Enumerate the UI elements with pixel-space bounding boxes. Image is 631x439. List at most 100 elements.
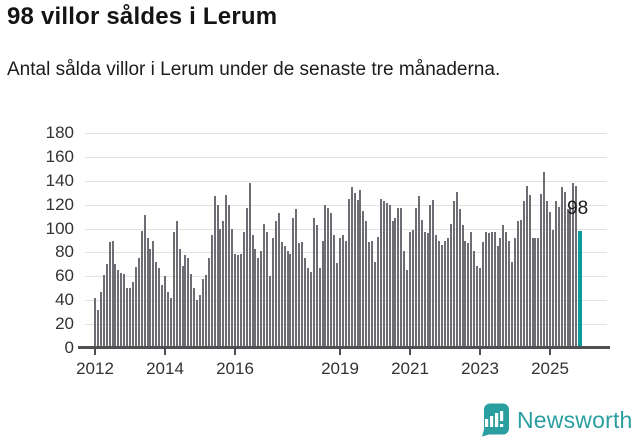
bar xyxy=(181,265,184,348)
bar xyxy=(248,183,251,348)
gridline xyxy=(85,180,607,182)
bar xyxy=(105,264,108,348)
bar xyxy=(356,199,359,348)
bar xyxy=(295,209,298,348)
x-tick-label: 2016 xyxy=(216,359,254,378)
bar xyxy=(140,230,143,348)
bar xyxy=(374,262,376,348)
bar xyxy=(204,275,207,348)
bar xyxy=(467,242,470,348)
gridline xyxy=(85,228,607,230)
bar xyxy=(452,201,455,348)
bar xyxy=(111,240,114,348)
bar xyxy=(164,276,166,348)
bar xyxy=(400,208,403,348)
bar xyxy=(461,224,464,348)
bar xyxy=(190,273,193,348)
bar xyxy=(496,246,499,348)
bar xyxy=(441,245,444,348)
gridline xyxy=(85,156,607,158)
bar xyxy=(196,300,199,348)
bar xyxy=(289,253,292,348)
x-tick xyxy=(234,349,236,355)
bar xyxy=(96,309,99,348)
bar xyxy=(301,241,304,348)
bar xyxy=(108,241,111,348)
bar xyxy=(362,210,365,348)
bar xyxy=(499,238,502,348)
bar xyxy=(341,234,344,348)
bar xyxy=(446,238,449,348)
bar xyxy=(184,254,187,348)
bar xyxy=(234,253,236,348)
y-tick-label: 120 xyxy=(45,194,74,214)
bar xyxy=(266,232,269,348)
bar xyxy=(514,238,516,348)
bar xyxy=(572,183,575,348)
bar xyxy=(213,196,216,348)
bar xyxy=(169,297,172,348)
bar xyxy=(312,217,315,348)
bar xyxy=(155,262,158,348)
bar xyxy=(271,238,274,348)
bar xyxy=(397,208,400,348)
bar xyxy=(540,193,543,348)
bar xyxy=(102,275,105,348)
bar xyxy=(388,204,391,348)
y-tick-label: 180 xyxy=(45,123,74,142)
bar xyxy=(245,208,248,348)
x-tick xyxy=(479,349,481,355)
bar xyxy=(516,221,519,348)
bar xyxy=(321,240,324,348)
bar xyxy=(131,282,134,348)
bar xyxy=(537,238,540,348)
bar xyxy=(207,258,210,348)
bar xyxy=(94,297,96,348)
bar xyxy=(359,190,362,348)
bar xyxy=(193,288,196,348)
x-tick xyxy=(409,349,411,355)
bar xyxy=(438,240,441,348)
bar xyxy=(554,201,557,348)
bar xyxy=(152,240,155,348)
y-tick-label: 60 xyxy=(55,266,74,286)
bar xyxy=(473,251,476,348)
newsworthy-logo-icon xyxy=(482,403,509,437)
y-tick-label: 80 xyxy=(55,242,74,262)
bar xyxy=(315,224,318,348)
bar xyxy=(257,258,260,348)
bar xyxy=(304,258,306,348)
bar-highlighted xyxy=(578,230,583,348)
bar xyxy=(120,272,123,348)
bar xyxy=(231,228,234,348)
bar xyxy=(344,240,347,348)
bar xyxy=(429,204,432,348)
bar xyxy=(522,201,525,348)
bar xyxy=(549,211,551,348)
bar xyxy=(508,240,511,348)
gridline xyxy=(85,133,607,134)
bar xyxy=(476,265,479,348)
bar xyxy=(327,208,330,348)
bar xyxy=(324,204,327,348)
last-value-annotation: 98 xyxy=(567,198,589,219)
bar xyxy=(420,220,423,348)
bar xyxy=(385,203,388,348)
bar xyxy=(137,258,140,348)
bar xyxy=(219,228,222,348)
y-tick-label: 160 xyxy=(45,146,74,166)
bar xyxy=(225,195,228,348)
bar xyxy=(222,221,225,348)
bar xyxy=(339,238,341,348)
bar xyxy=(166,291,169,348)
bar xyxy=(187,258,190,348)
bar xyxy=(464,240,467,348)
bar xyxy=(263,223,266,348)
bar xyxy=(277,213,280,348)
bar xyxy=(449,223,452,348)
gridline xyxy=(85,204,607,206)
bar xyxy=(365,221,368,348)
bar xyxy=(560,186,563,348)
bar xyxy=(502,224,505,348)
bar xyxy=(557,207,560,348)
